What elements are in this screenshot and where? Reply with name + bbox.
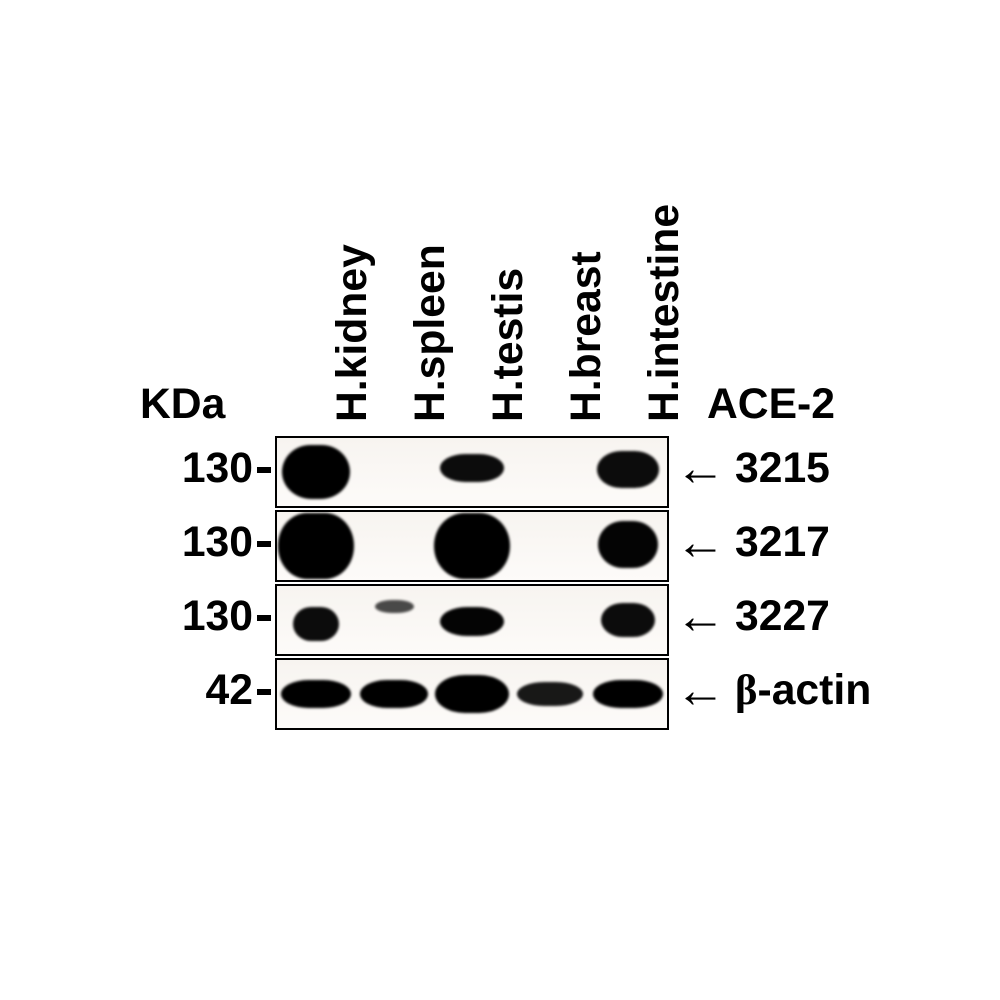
band (293, 607, 338, 641)
arrow-icon: ← (675, 438, 726, 497)
band (517, 682, 583, 705)
band (375, 600, 414, 612)
mw-tick (257, 615, 271, 621)
blot-row (275, 658, 669, 730)
lane-label: H.intestine (640, 204, 689, 422)
mw-label: 130 (182, 592, 253, 641)
mw-tick (257, 689, 271, 695)
blot-row (275, 584, 669, 656)
band (360, 680, 429, 709)
row-right-label: 3215 (735, 444, 830, 493)
right-header: ACE-2 (707, 380, 835, 429)
mw-label: 130 (182, 444, 253, 493)
arrow-icon: ← (675, 586, 726, 645)
band (593, 680, 663, 709)
band (282, 445, 351, 499)
band (598, 521, 659, 569)
lane-label: H.breast (562, 251, 611, 422)
arrow-icon: ← (675, 660, 726, 719)
blot-row (275, 436, 669, 508)
mw-tick (257, 541, 271, 547)
row-right-label: β-actin (735, 666, 871, 715)
band (281, 680, 351, 709)
lane-label: H.kidney (328, 244, 377, 422)
lane-label: H.spleen (406, 244, 455, 422)
band (597, 451, 659, 488)
row-right-label: 3217 (735, 518, 830, 567)
band (435, 675, 509, 712)
arrow-icon: ← (675, 512, 726, 571)
mw-label: 130 (182, 518, 253, 567)
blot-row (275, 510, 669, 582)
mw-tick (257, 467, 271, 473)
lane-label: H.testis (484, 268, 533, 422)
western-blot-figure: H.kidney H.spleen H.testis H.breast H.intest… (0, 0, 1000, 1000)
band (601, 603, 656, 637)
band (278, 513, 354, 578)
mw-label: 42 (206, 666, 253, 715)
band (440, 454, 504, 483)
row-right-label: 3227 (735, 592, 830, 641)
kda-header: KDa (140, 380, 225, 429)
band (434, 513, 510, 578)
band (440, 607, 504, 636)
